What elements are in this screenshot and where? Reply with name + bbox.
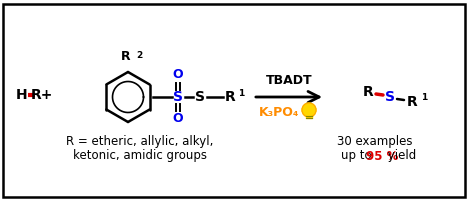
Text: S: S xyxy=(195,90,205,104)
Text: up to: up to xyxy=(340,150,375,162)
Text: 1: 1 xyxy=(421,94,427,102)
Bar xyxy=(306,113,312,118)
Text: 95 %: 95 % xyxy=(366,150,399,162)
Text: O: O xyxy=(173,112,183,126)
Text: R: R xyxy=(363,85,373,99)
Text: K₃PO₄: K₃PO₄ xyxy=(259,106,299,119)
Text: H: H xyxy=(16,88,28,102)
Text: 2: 2 xyxy=(136,51,142,60)
Text: 1: 1 xyxy=(238,88,244,98)
Text: 30 examples: 30 examples xyxy=(337,136,413,148)
Text: yield: yield xyxy=(384,150,416,162)
Text: TBADT: TBADT xyxy=(265,73,312,86)
Text: R: R xyxy=(225,90,235,104)
Text: R = etheric, allylic, alkyl,: R = etheric, allylic, alkyl, xyxy=(66,136,214,148)
Circle shape xyxy=(302,103,316,117)
Text: S: S xyxy=(385,90,395,104)
Text: S: S xyxy=(173,90,183,104)
Text: R+: R+ xyxy=(31,88,53,102)
Text: R: R xyxy=(407,95,417,109)
Text: ketonic, amidic groups: ketonic, amidic groups xyxy=(73,150,207,162)
Text: O: O xyxy=(173,68,183,82)
Text: R: R xyxy=(121,50,131,63)
